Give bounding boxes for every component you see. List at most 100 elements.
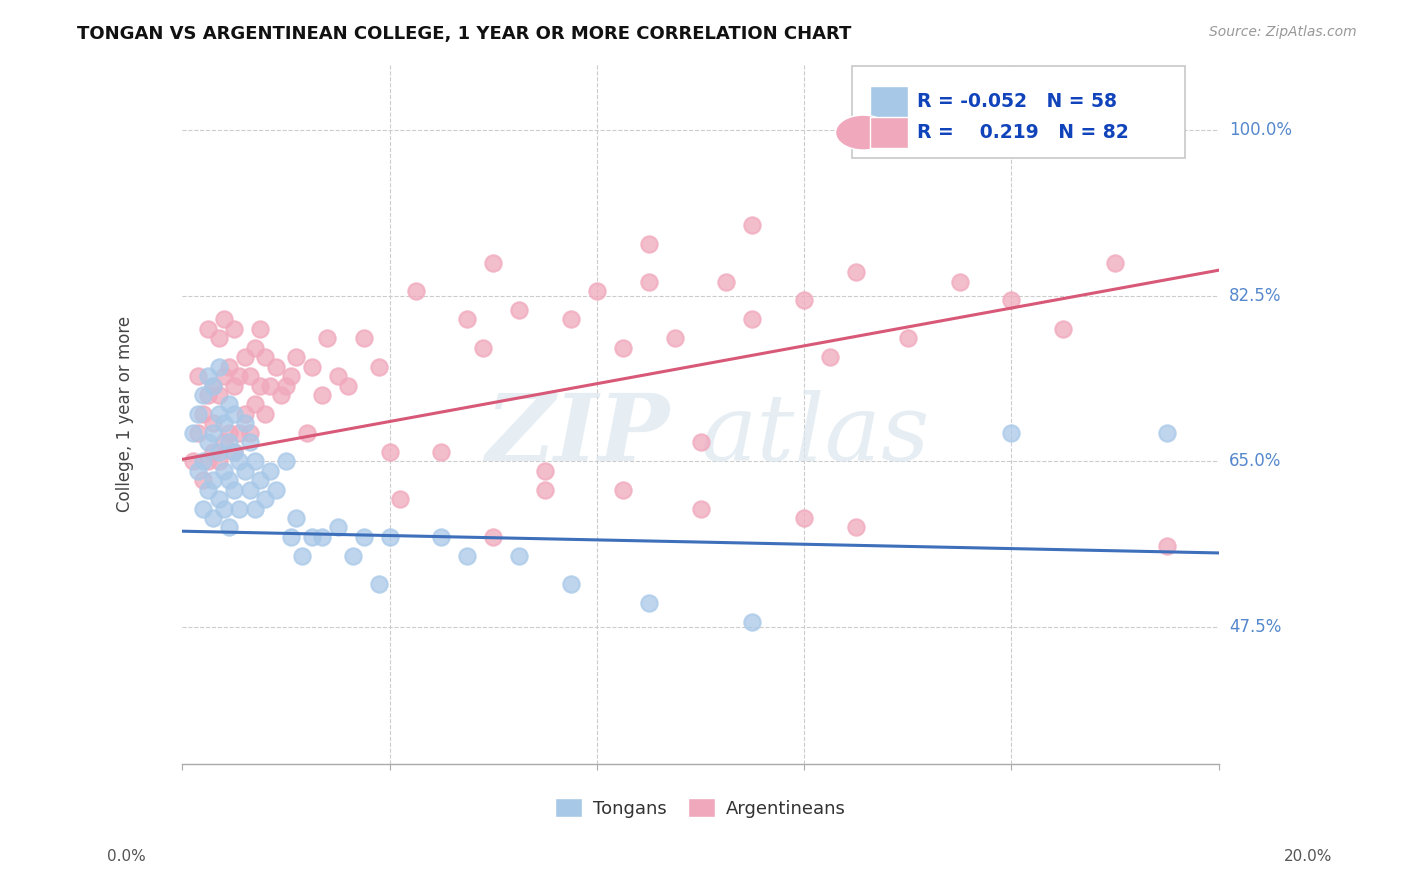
Point [378, 444, 401, 458]
Point [181, 425, 204, 440]
Point [280, 369, 302, 384]
Point [388, 491, 411, 506]
Point [218, 359, 240, 374]
Point [212, 435, 235, 450]
Point [405, 284, 427, 298]
Point [243, 341, 266, 355]
Point [270, 388, 292, 402]
Point [274, 454, 297, 468]
Point [534, 464, 557, 478]
Point [311, 530, 333, 544]
Point [337, 378, 360, 392]
Point [793, 293, 815, 308]
Point [249, 473, 271, 487]
Point [224, 444, 246, 458]
Point [586, 284, 609, 298]
Point [197, 454, 219, 468]
Point [1104, 255, 1126, 269]
Point [197, 483, 219, 497]
Point [224, 322, 246, 336]
Point [471, 341, 494, 355]
Point [233, 350, 256, 364]
Point [664, 331, 686, 345]
Point [224, 378, 246, 392]
Text: atlas: atlas [700, 390, 929, 480]
Point [212, 464, 235, 478]
Point [897, 331, 920, 345]
Point [197, 435, 219, 450]
Point [239, 369, 262, 384]
Point [207, 454, 229, 468]
Point [212, 417, 235, 431]
Point [290, 549, 312, 563]
Point [508, 549, 530, 563]
Text: ZIP: ZIP [485, 390, 669, 480]
Point [741, 312, 763, 326]
Point [368, 359, 391, 374]
Point [259, 464, 281, 478]
Point [187, 407, 209, 421]
Point [207, 359, 229, 374]
Point [612, 483, 634, 497]
Point [456, 312, 478, 326]
Point [368, 577, 391, 591]
Point [285, 511, 308, 525]
Point [202, 511, 225, 525]
Point [218, 435, 240, 450]
Point [311, 388, 333, 402]
Point [218, 473, 240, 487]
Point [430, 444, 453, 458]
Text: College, 1 year or more: College, 1 year or more [117, 316, 135, 512]
Point [187, 369, 209, 384]
Point [239, 425, 262, 440]
Point [197, 388, 219, 402]
Point [239, 483, 262, 497]
Point [274, 378, 297, 392]
Point [202, 473, 225, 487]
Point [191, 501, 214, 516]
Point [534, 483, 557, 497]
Point [197, 322, 219, 336]
Point [560, 577, 582, 591]
Point [243, 454, 266, 468]
Point [1052, 322, 1074, 336]
Point [228, 501, 250, 516]
Point [741, 218, 763, 232]
Point [818, 350, 841, 364]
Point [280, 530, 302, 544]
Text: Source: ZipAtlas.com: Source: ZipAtlas.com [1209, 25, 1357, 39]
Point [228, 454, 250, 468]
Point [342, 549, 364, 563]
Point [378, 530, 401, 544]
Point [254, 350, 277, 364]
Point [191, 454, 214, 468]
Point [228, 425, 250, 440]
Point [1156, 425, 1178, 440]
Point [1000, 425, 1022, 440]
Point [233, 407, 256, 421]
Point [228, 369, 250, 384]
Point [637, 275, 659, 289]
Point [243, 397, 266, 411]
Point [202, 378, 225, 392]
Point [845, 520, 868, 534]
Point [212, 312, 235, 326]
Point [212, 369, 235, 384]
Point [689, 435, 711, 450]
Point [637, 596, 659, 610]
Point [202, 425, 225, 440]
Text: 82.5%: 82.5% [1229, 286, 1281, 305]
Point [254, 407, 277, 421]
Point [949, 275, 972, 289]
Text: 65.0%: 65.0% [1229, 452, 1281, 470]
Point [301, 359, 323, 374]
Text: 100.0%: 100.0% [1229, 121, 1292, 139]
Point [202, 378, 225, 392]
Point [187, 464, 209, 478]
Point [207, 388, 229, 402]
Point [197, 369, 219, 384]
Point [612, 341, 634, 355]
Text: R = -0.052   N = 58: R = -0.052 N = 58 [917, 92, 1116, 112]
Point [689, 501, 711, 516]
Point [191, 388, 214, 402]
